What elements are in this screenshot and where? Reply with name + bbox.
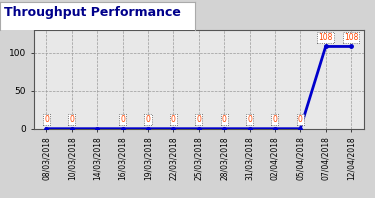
Text: 0: 0 — [120, 115, 125, 124]
Text: 0: 0 — [196, 115, 201, 124]
Text: 0: 0 — [69, 115, 74, 124]
Text: Throughput Performance: Throughput Performance — [4, 6, 181, 19]
Text: 0: 0 — [44, 115, 49, 124]
Text: 0: 0 — [222, 115, 226, 124]
Text: 0: 0 — [273, 115, 278, 124]
Text: 108: 108 — [318, 33, 333, 42]
Text: 0: 0 — [146, 115, 150, 124]
Text: 0: 0 — [298, 115, 303, 124]
Text: 0: 0 — [247, 115, 252, 124]
Text: 0: 0 — [171, 115, 176, 124]
Text: 108: 108 — [344, 33, 358, 42]
